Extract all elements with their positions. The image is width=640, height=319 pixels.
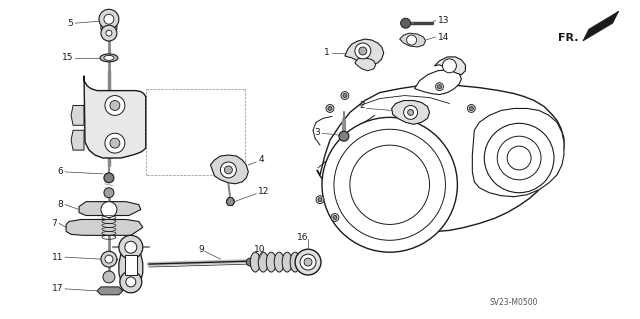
Circle shape xyxy=(408,109,413,115)
Circle shape xyxy=(101,25,117,41)
Polygon shape xyxy=(317,85,564,231)
Ellipse shape xyxy=(274,252,284,272)
Text: 1: 1 xyxy=(324,48,330,57)
Text: 15: 15 xyxy=(61,53,73,63)
Polygon shape xyxy=(211,155,248,184)
Circle shape xyxy=(105,96,125,115)
Polygon shape xyxy=(355,58,376,71)
Circle shape xyxy=(126,277,136,287)
Polygon shape xyxy=(101,15,117,33)
Polygon shape xyxy=(71,106,84,125)
Text: 6: 6 xyxy=(58,167,63,176)
Circle shape xyxy=(341,92,349,100)
Circle shape xyxy=(467,105,476,112)
Circle shape xyxy=(343,93,347,98)
Circle shape xyxy=(104,188,114,198)
Circle shape xyxy=(350,145,429,225)
Polygon shape xyxy=(79,202,141,216)
Circle shape xyxy=(227,198,234,205)
Circle shape xyxy=(339,131,349,141)
Text: 9: 9 xyxy=(198,245,204,254)
Text: 12: 12 xyxy=(259,187,269,196)
Circle shape xyxy=(401,18,411,28)
Text: 7: 7 xyxy=(51,219,57,228)
Polygon shape xyxy=(119,247,143,285)
Circle shape xyxy=(110,138,120,148)
Text: 5: 5 xyxy=(67,19,73,28)
Circle shape xyxy=(246,258,254,266)
Circle shape xyxy=(103,271,115,283)
Circle shape xyxy=(120,271,142,293)
Circle shape xyxy=(220,162,236,178)
Polygon shape xyxy=(227,198,234,205)
Circle shape xyxy=(355,43,371,59)
Circle shape xyxy=(322,117,458,252)
Circle shape xyxy=(404,106,417,119)
Text: 14: 14 xyxy=(438,33,449,41)
Polygon shape xyxy=(66,219,143,235)
Circle shape xyxy=(333,216,337,219)
Circle shape xyxy=(119,235,143,259)
Circle shape xyxy=(507,146,531,170)
Circle shape xyxy=(435,83,444,91)
Polygon shape xyxy=(472,108,564,197)
Circle shape xyxy=(101,202,117,218)
Text: SV23-M0500: SV23-M0500 xyxy=(489,298,538,307)
Polygon shape xyxy=(97,287,123,295)
Circle shape xyxy=(318,198,322,202)
Text: FR.: FR. xyxy=(558,33,579,43)
Ellipse shape xyxy=(266,252,276,272)
Circle shape xyxy=(99,9,119,29)
Circle shape xyxy=(300,254,316,270)
Circle shape xyxy=(469,107,474,110)
Circle shape xyxy=(497,136,541,180)
Text: 13: 13 xyxy=(438,16,449,25)
Circle shape xyxy=(295,249,321,275)
Polygon shape xyxy=(125,255,137,275)
Polygon shape xyxy=(84,76,146,158)
Ellipse shape xyxy=(259,252,268,272)
Circle shape xyxy=(225,166,232,174)
Ellipse shape xyxy=(282,252,292,272)
Circle shape xyxy=(104,173,114,183)
Circle shape xyxy=(331,213,339,221)
Circle shape xyxy=(442,59,456,73)
Polygon shape xyxy=(392,100,429,124)
Text: 2: 2 xyxy=(359,101,365,110)
Polygon shape xyxy=(583,11,619,41)
Circle shape xyxy=(101,251,117,267)
Ellipse shape xyxy=(290,252,300,272)
Text: 17: 17 xyxy=(52,284,63,293)
Circle shape xyxy=(106,30,112,36)
Circle shape xyxy=(110,100,120,110)
Polygon shape xyxy=(71,130,84,150)
Text: 10: 10 xyxy=(253,245,265,254)
Text: 4: 4 xyxy=(259,155,264,165)
Circle shape xyxy=(334,129,445,240)
Polygon shape xyxy=(345,39,384,65)
Circle shape xyxy=(326,105,334,112)
Polygon shape xyxy=(415,70,461,94)
Circle shape xyxy=(438,85,442,89)
Circle shape xyxy=(105,133,125,153)
Ellipse shape xyxy=(104,56,114,60)
Ellipse shape xyxy=(100,54,118,62)
Text: 11: 11 xyxy=(52,253,63,262)
Circle shape xyxy=(125,241,137,253)
Text: 8: 8 xyxy=(58,200,63,209)
Circle shape xyxy=(484,123,554,193)
Text: 3: 3 xyxy=(314,128,320,137)
Circle shape xyxy=(105,255,113,263)
Polygon shape xyxy=(435,57,465,75)
Circle shape xyxy=(104,14,114,24)
Polygon shape xyxy=(399,33,426,47)
Circle shape xyxy=(328,107,332,110)
Circle shape xyxy=(304,258,312,266)
Circle shape xyxy=(359,47,367,55)
Ellipse shape xyxy=(250,252,260,272)
Circle shape xyxy=(316,196,324,204)
Text: 16: 16 xyxy=(296,233,308,242)
Circle shape xyxy=(406,35,417,45)
